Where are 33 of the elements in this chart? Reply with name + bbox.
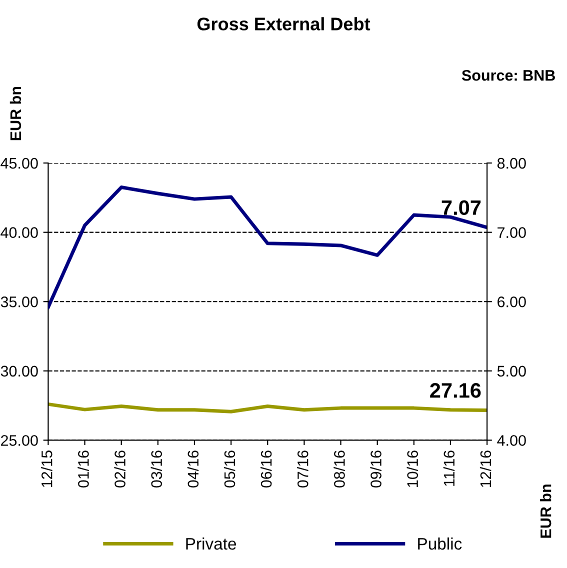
chart-title: Gross External Debt — [197, 17, 370, 30]
x-tick-label: 07/16 — [297, 450, 308, 488]
x-tick-label: 03/16 — [150, 450, 162, 488]
x-tick-label: 02/16 — [114, 450, 126, 488]
y2-tick-label: 7.00 — [498, 227, 526, 238]
x-tick-label: 06/16 — [260, 450, 272, 488]
x-tick-label: 05/16 — [224, 450, 236, 488]
x-tick-label: 10/16 — [406, 450, 418, 487]
y2-tick-label: 8.00 — [497, 158, 526, 169]
y2-axis-title: EUR bn — [540, 484, 552, 538]
source-note: Source: BNB — [462, 70, 555, 81]
y-tick-label: 45.00 — [0, 158, 38, 169]
x-tick-label: 08/16 — [334, 450, 345, 488]
legend-label: Private — [186, 537, 236, 550]
y-tick-label: 25.00 — [1, 435, 38, 446]
data-label: 7.07 — [442, 200, 481, 216]
legend-label: Public — [418, 537, 462, 550]
x-tick-label: 11/16 — [443, 450, 455, 486]
x-tick-label: 12/15 — [41, 450, 52, 487]
y-tick-label: 30.00 — [0, 366, 38, 377]
data-label: 27.16 — [430, 383, 481, 398]
y2-tick-label: 5.00 — [497, 366, 526, 377]
x-tick-label: 01/16 — [78, 450, 89, 488]
line-series — [48, 186, 488, 309]
x-tick-label: 04/16 — [187, 450, 199, 488]
y2-tick-label: 4.00 — [497, 435, 526, 446]
line-series — [48, 402, 488, 414]
y2-tick-label: 6.00 — [498, 296, 526, 308]
x-tick-label: 12/16 — [480, 450, 492, 487]
y-axis-title: EUR bn — [10, 86, 22, 140]
y-tick-label: 40.00 — [0, 227, 38, 238]
x-tick-label: 09/16 — [370, 450, 382, 488]
y-tick-label: 35.00 — [0, 296, 38, 308]
